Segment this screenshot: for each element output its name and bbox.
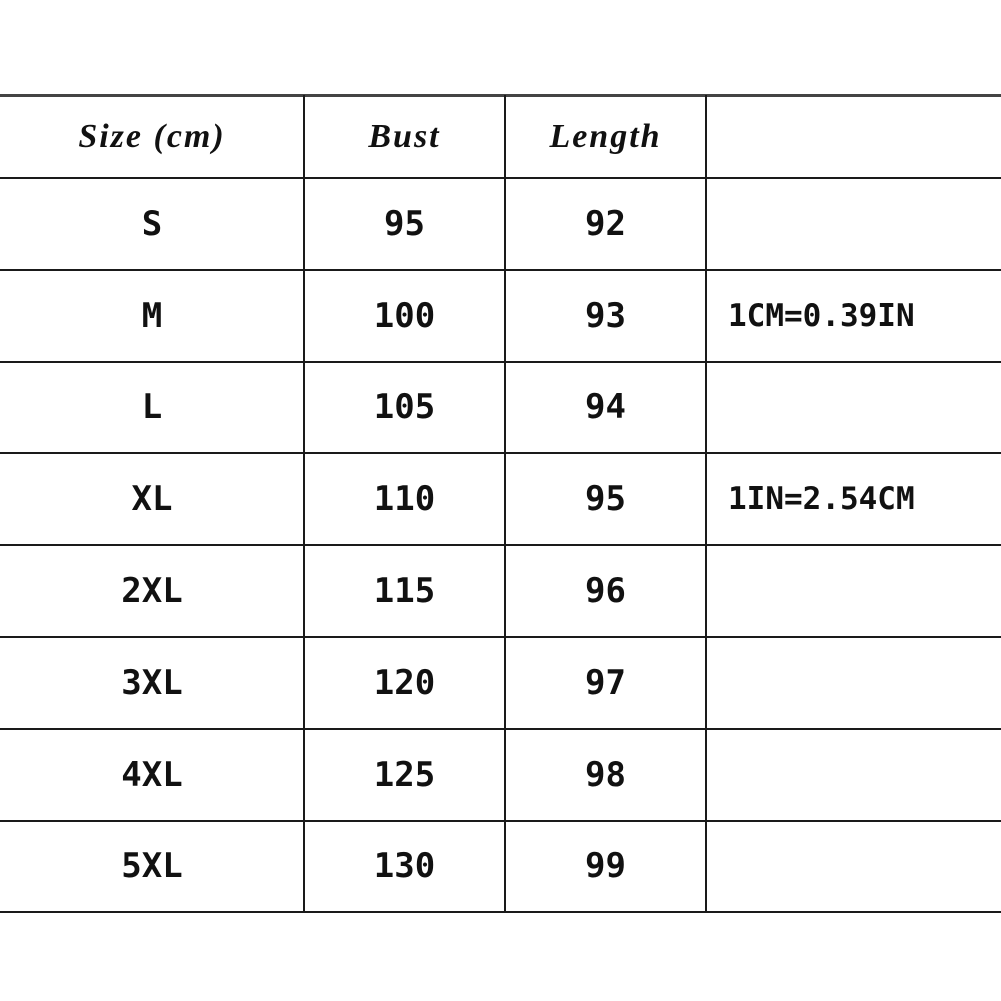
header-cell: Size (cm) <box>78 117 226 155</box>
table-cell: 95 <box>585 479 626 520</box>
table-cell: XL <box>131 479 173 520</box>
table-cell: 97 <box>585 662 626 703</box>
column-border <box>705 95 707 913</box>
row-border <box>0 177 1001 179</box>
table-cell: 92 <box>585 203 626 244</box>
table-cell: 5XL <box>121 846 183 887</box>
table-cell: 120 <box>373 662 436 703</box>
table-cell: 130 <box>373 846 436 887</box>
row-border <box>0 94 1001 97</box>
row-border <box>0 911 1001 914</box>
row-border <box>0 452 1001 455</box>
row-border <box>0 544 1001 547</box>
row-border <box>0 727 1001 730</box>
table-cell: 125 <box>373 754 436 795</box>
conversion-note: 1CM=0.39IN <box>728 297 915 334</box>
table-cell: 93 <box>585 295 626 336</box>
table-cell: 98 <box>585 754 626 795</box>
table-cell: 100 <box>373 295 436 336</box>
table-cell: M <box>141 295 163 336</box>
row-border <box>0 819 1001 822</box>
row-border <box>0 268 1001 271</box>
row-border <box>0 360 1001 363</box>
column-border <box>303 95 305 913</box>
table-cell: L <box>141 387 163 428</box>
table-cell: 3XL <box>121 662 183 703</box>
table-cell: S <box>141 203 163 244</box>
table-cell: 110 <box>373 479 436 520</box>
table-cell: 99 <box>585 846 626 887</box>
header-cell: Bust <box>368 117 441 155</box>
conversion-note: 1IN=2.54CM <box>728 481 915 518</box>
table-cell: 115 <box>373 571 436 612</box>
table-cell: 2XL <box>121 571 183 612</box>
header-cell: Length <box>549 117 662 155</box>
table-cell: 95 <box>384 203 425 244</box>
table-cell: 4XL <box>121 754 183 795</box>
row-border <box>0 636 1001 638</box>
column-border <box>504 95 506 913</box>
table-cell: 105 <box>373 387 436 428</box>
table-cell: 94 <box>585 387 626 428</box>
table-cell: 96 <box>585 571 626 612</box>
